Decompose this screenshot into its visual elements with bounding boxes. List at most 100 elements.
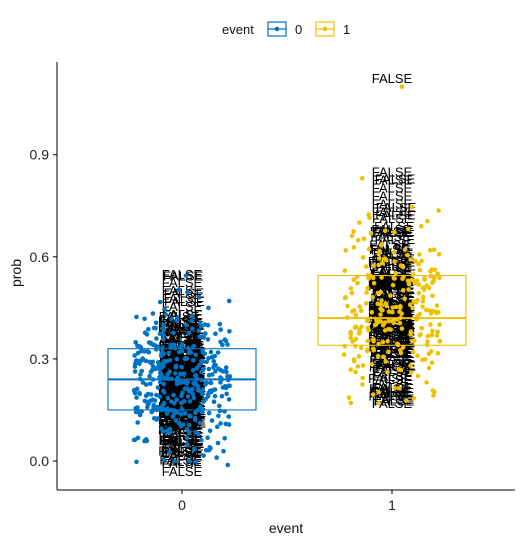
data-point: [399, 326, 405, 331]
point-annotation: FALSE: [159, 432, 200, 447]
data-point: [214, 455, 219, 460]
data-point: [209, 418, 215, 423]
point-annotation: FALSE: [162, 291, 203, 306]
data-point: [434, 333, 440, 338]
point-annotation: FALSE: [372, 181, 413, 196]
data-point: [224, 369, 229, 375]
point-annotation: FALSE: [161, 354, 202, 369]
data-point: [161, 457, 167, 462]
data-point: [132, 364, 138, 369]
data-point: [376, 390, 382, 395]
data-point: [149, 409, 154, 415]
data-point: [419, 325, 425, 331]
data-point: [385, 338, 391, 344]
data-point: [391, 250, 397, 255]
data-point: [425, 333, 431, 339]
data-point: [397, 320, 403, 326]
data-point: [400, 345, 406, 350]
data-point: [428, 273, 434, 279]
data-point: [179, 341, 185, 347]
point-annotation: FALSE: [375, 323, 416, 338]
data-point: [351, 245, 357, 250]
data-point: [356, 331, 362, 336]
data-point: [155, 416, 160, 421]
data-point: [348, 331, 354, 337]
data-point: [200, 391, 205, 397]
data-point: [192, 416, 198, 421]
data-point: [409, 204, 415, 210]
data-point: [199, 369, 204, 375]
data-point: [170, 414, 175, 419]
data-point: [166, 350, 171, 356]
data-point: [392, 229, 397, 235]
data-point: [416, 261, 421, 267]
data-point: [399, 311, 405, 316]
data-point: [215, 440, 221, 446]
data-point: [207, 428, 213, 434]
data-point: [392, 276, 397, 281]
data-point: [357, 220, 362, 225]
point-annotation: FALSE: [162, 432, 203, 447]
data-point: [164, 411, 170, 416]
y-tick-label: 0.9: [30, 147, 50, 163]
data-point: [408, 332, 413, 337]
data-point: [153, 320, 159, 326]
data-point: [180, 390, 185, 396]
data-point: [415, 297, 421, 303]
point-annotation: FALSE: [372, 369, 413, 384]
data-point: [161, 336, 166, 342]
data-point: [434, 303, 440, 308]
data-point: [176, 287, 181, 293]
point-annotation: FALSE: [159, 309, 200, 324]
point-annotation: FALSE: [372, 328, 413, 343]
data-point: [223, 421, 229, 427]
data-point: [427, 247, 433, 253]
data-point: [405, 226, 411, 232]
data-point: [377, 256, 382, 261]
point-annotation: FALSE: [162, 275, 203, 290]
point-annotation: FALSE: [160, 433, 201, 448]
data-point: [224, 391, 229, 397]
data-point: [185, 380, 190, 385]
data-point: [374, 318, 379, 323]
point-annotation: FALSE: [368, 371, 409, 386]
data-point: [402, 247, 408, 252]
data-point: [381, 354, 386, 360]
data-point: [419, 258, 424, 264]
data-point: [382, 256, 387, 261]
data-point: [409, 277, 415, 283]
data-point: [342, 343, 348, 349]
data-point: [156, 361, 162, 367]
outlier-annotations: FALSE: [372, 71, 413, 86]
data-point: [197, 420, 203, 426]
data-point: [209, 389, 214, 395]
data-point: [422, 275, 427, 281]
point-annotation: FALSE: [370, 356, 411, 371]
data-point: [186, 350, 192, 356]
data-point: [414, 278, 420, 284]
point-annotation: FALSE: [159, 453, 200, 468]
data-point: [371, 348, 377, 353]
data-point: [134, 314, 139, 320]
data-point: [348, 286, 354, 291]
data-point: [202, 322, 207, 327]
data-point: [378, 302, 384, 308]
data-point: [417, 333, 423, 338]
data-point: [429, 360, 435, 366]
data-point: [352, 325, 358, 330]
point-annotation: FALSE: [375, 171, 416, 186]
point-annotation: FALSE: [162, 353, 203, 368]
data-point: [148, 381, 153, 387]
point-annotation: FALSE: [372, 189, 413, 204]
data-point: [137, 390, 142, 396]
data-point: [135, 350, 141, 356]
x-axis-title: event: [269, 520, 303, 536]
data-point: [184, 322, 189, 328]
data-point: [360, 255, 366, 260]
data-point: [183, 273, 189, 278]
point-annotation: FALSE: [372, 356, 413, 371]
data-point: [206, 305, 211, 311]
box-iqr: [317, 274, 467, 346]
point-annotation: FALSE: [162, 363, 203, 378]
data-point: [426, 365, 432, 371]
